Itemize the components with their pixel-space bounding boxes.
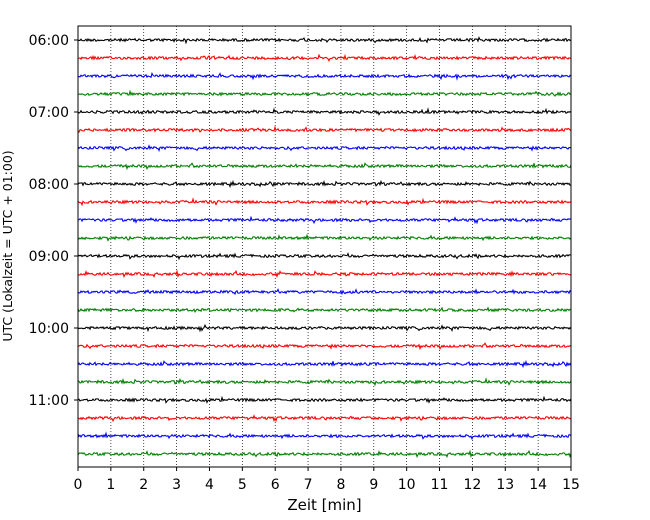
y-tick-label: 07:00 — [29, 105, 69, 121]
trace-line — [77, 53, 572, 63]
trace-line — [77, 431, 572, 441]
trace-line — [77, 125, 572, 134]
y-tick-label: 10:00 — [29, 321, 69, 337]
x-tick-label: 15 — [562, 477, 580, 493]
y-ticks: 06:00 07:00 08:00 09:00 10:00 11:00 — [29, 33, 78, 409]
trace-line — [77, 306, 572, 314]
trace-line — [77, 36, 572, 45]
y-tick-label: 06:00 — [29, 33, 69, 49]
trace-line — [77, 72, 572, 81]
x-tick-label: 3 — [172, 477, 181, 493]
trace-line — [77, 395, 572, 404]
x-ticks: 0 1 2 3 4 5 6 7 8 9 10 11 12 13 14 15 — [74, 467, 580, 493]
trace-line — [77, 359, 572, 369]
trace-line — [77, 233, 572, 242]
x-tick-label: 8 — [336, 477, 345, 493]
trace-line — [77, 197, 572, 207]
x-tick-label: 14 — [529, 477, 547, 493]
trace-line — [77, 288, 572, 296]
trace-line — [77, 89, 572, 97]
x-tick-label: 4 — [205, 477, 214, 493]
traces — [77, 36, 572, 459]
trace-line — [77, 414, 572, 423]
x-gridlines — [110, 26, 539, 467]
plot-frame — [77, 25, 572, 468]
x-tick-label: 1 — [106, 477, 115, 493]
x-tick-label: 12 — [463, 477, 481, 493]
trace-line — [77, 162, 572, 171]
trace-line — [77, 179, 572, 189]
x-tick-label: 13 — [496, 477, 514, 493]
y-tick-label: 11:00 — [29, 393, 69, 409]
x-tick-label: 2 — [139, 477, 148, 493]
x-axis-label: Zeit [min] — [287, 496, 361, 514]
trace-line — [77, 252, 572, 261]
trace-line — [77, 342, 572, 351]
x-tick-label: 5 — [238, 477, 247, 493]
x-tick-label: 0 — [74, 477, 83, 493]
trace-line — [77, 215, 571, 225]
x-tick-label: 11 — [431, 477, 449, 493]
x-tick-label: 10 — [398, 477, 416, 493]
y-axis-label: UTC (Lokalzeit = UTC + 01:00) — [0, 150, 15, 341]
x-tick-label: 7 — [304, 477, 313, 493]
trace-line — [77, 107, 572, 116]
trace-line — [77, 144, 572, 152]
trace-line — [77, 269, 572, 279]
y-tick-label: 08:00 — [29, 177, 69, 193]
x-tick-label: 6 — [271, 477, 280, 493]
trace-line — [77, 323, 572, 333]
x-tick-label: 9 — [369, 477, 378, 493]
trace-line — [77, 377, 572, 387]
y-tick-label: 09:00 — [29, 249, 69, 265]
trace-line — [77, 449, 572, 459]
